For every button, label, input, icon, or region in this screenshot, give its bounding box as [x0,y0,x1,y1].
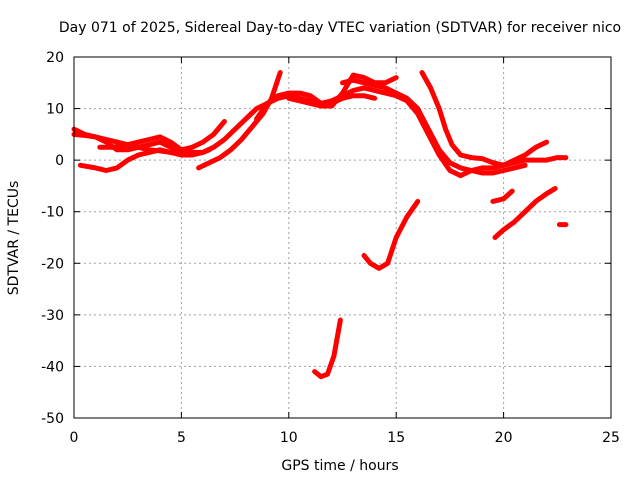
y-tick-label: 0 [55,153,64,169]
axis-tick-labels: 0 5 10 15 20 25 -50 -40 -30 -20 -10 0 10 20 [41,50,620,446]
series-arc-11 [312,317,343,380]
series-arc-9 [419,70,569,168]
axis-ticks [73,56,612,419]
y-tick-label: -50 [41,411,64,427]
y-tick-label: -40 [41,359,64,375]
x-tick-label: 20 [495,430,513,446]
series-arc-5 [196,70,283,171]
x-tick-label: 25 [602,430,620,446]
x-tick-label: 15 [387,430,405,446]
series-arc-10 [361,198,421,271]
series-group [71,70,569,380]
series-arc-12 [492,186,558,240]
grid [74,57,611,418]
x-tick-label: 0 [70,430,79,446]
chart-title: Day 071 of 2025, Sidereal Day-to-day VTE… [59,20,621,36]
y-tick-label: -10 [41,205,64,221]
series-arc-3 [77,147,195,173]
y-tick-label: 20 [46,50,64,66]
plot-frame [73,56,612,419]
y-tick-label: 10 [46,102,64,118]
y-tick-label: -20 [41,256,64,272]
y-tick-label: -30 [41,308,64,324]
series-arc-13 [490,188,515,204]
x-tick-label: 10 [280,430,298,446]
series-arc-6 [254,90,378,122]
x-tick-label: 5 [177,430,186,446]
x-axis-label: GPS time / hours [281,458,398,474]
y-axis-label: SDTVAR / TECUs [6,181,22,296]
series-arc-4 [97,134,212,155]
series-arc-7 [286,72,399,109]
series-arc-2 [71,119,227,153]
series-arc-8 [340,77,528,176]
